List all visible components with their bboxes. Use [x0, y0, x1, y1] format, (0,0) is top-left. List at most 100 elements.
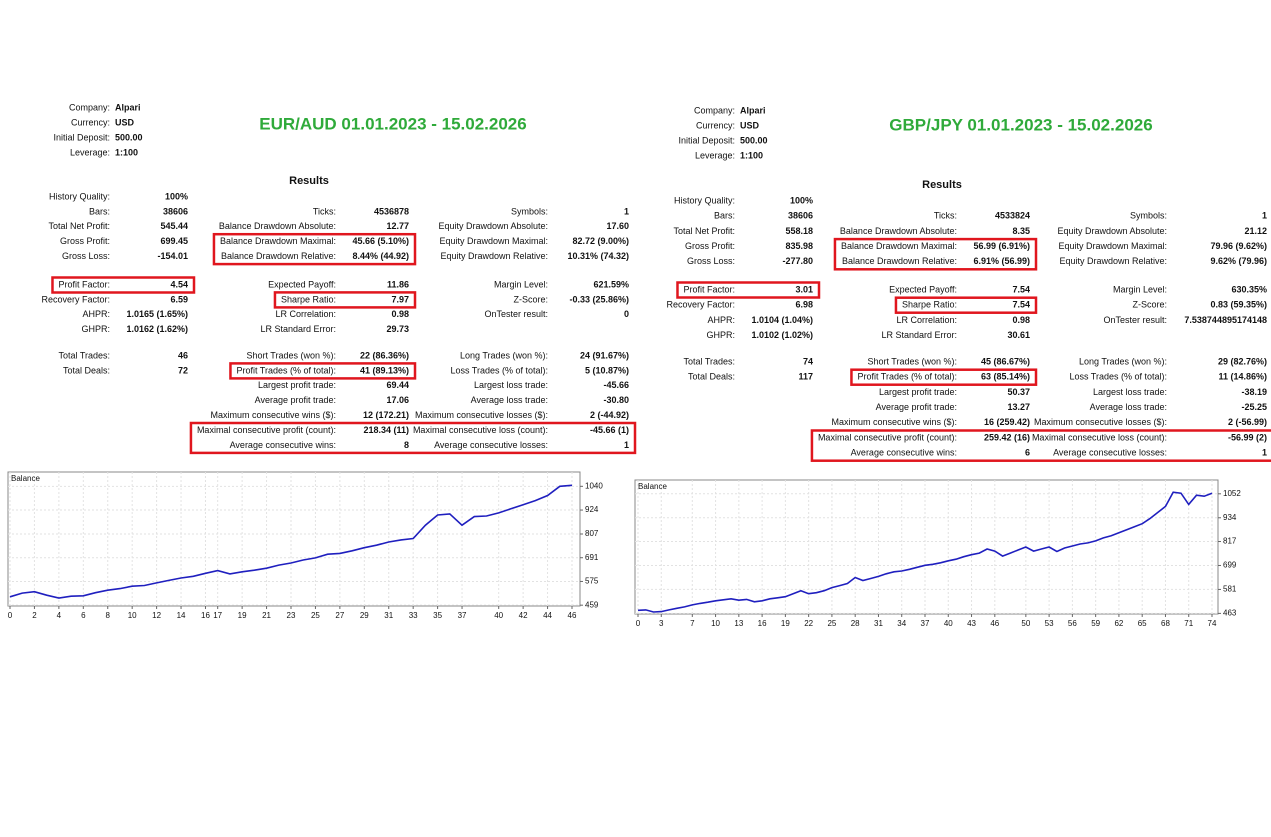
stat-value: 621.59% [593, 279, 629, 289]
stat-value: 2 (-56.99) [1228, 417, 1267, 427]
x-tick-label: 65 [1138, 619, 1147, 628]
x-tick-label: 31 [874, 619, 883, 628]
stat-value: 545.44 [160, 221, 188, 231]
stat-label: Maximum consecutive losses ($): [415, 410, 548, 420]
stat-value: 45.66 (5.10%) [352, 236, 409, 246]
stat-label: Total Deals: [63, 365, 110, 375]
stat-label: LR Correlation: [275, 309, 336, 319]
x-tick-label: 0 [636, 619, 641, 628]
stat-value: 13.27 [1007, 402, 1030, 412]
x-tick-label: 46 [990, 619, 999, 628]
stat-label: Average profit trade: [876, 402, 957, 412]
x-tick-label: 23 [287, 611, 296, 620]
stat-label: Average consecutive wins: [230, 440, 336, 450]
x-tick-label: 37 [458, 611, 467, 620]
x-tick-label: 21 [262, 611, 271, 620]
stat-value: 1 [624, 206, 629, 216]
x-tick-label: 40 [494, 611, 503, 620]
stat-label: Balance Drawdown Absolute: [219, 221, 336, 231]
x-tick-label: 74 [1208, 619, 1217, 628]
highlight-box [833, 237, 1038, 271]
balance-line [9, 484, 573, 599]
stat-value: 17.06 [386, 395, 409, 405]
y-tick-label: 575 [585, 577, 599, 586]
stat-value: 7.54 [1012, 300, 1030, 310]
stat-value: 1 [624, 440, 629, 450]
report-title: EUR/AUD 01.01.2023 - 15.02.2026 [259, 114, 526, 133]
stat-label: Equity Drawdown Absolute: [438, 221, 548, 231]
y-tick-label: 581 [1223, 585, 1237, 594]
stat-value: 38606 [163, 206, 188, 216]
stat-label: Profit Trades (% of total): [236, 365, 336, 375]
info-label: Currency: [696, 120, 735, 130]
y-tick-label: 459 [585, 600, 599, 609]
stat-label: Ticks: [313, 206, 336, 216]
stat-value: -154.01 [157, 251, 188, 261]
stat-label: Equity Drawdown Absolute: [1057, 226, 1167, 236]
info-value: Alpari [115, 102, 141, 112]
stat-label: Gross Profit: [685, 241, 735, 251]
x-tick-label: 10 [128, 611, 137, 620]
x-tick-label: 43 [967, 619, 976, 628]
stat-value: -30.80 [603, 395, 629, 405]
info-label: Leverage: [70, 147, 110, 157]
stat-value: -0.33 (25.86%) [569, 294, 629, 304]
results-heading: Results [289, 175, 329, 187]
stat-label: Profit Factor: [683, 284, 735, 294]
info-value: USD [740, 120, 760, 130]
x-tick-label: 25 [311, 611, 320, 620]
stat-value: 8 [404, 440, 409, 450]
stat-value: 558.18 [785, 226, 813, 236]
stat-label: Balance Drawdown Relative: [842, 256, 957, 266]
stat-value: 50.37 [1007, 387, 1030, 397]
stat-value: 17.60 [606, 221, 629, 231]
x-tick-label: 19 [781, 619, 790, 628]
stat-value: 835.98 [785, 241, 813, 251]
stat-value: 1.0162 (1.62%) [126, 324, 188, 334]
stat-value: 11.86 [387, 279, 409, 289]
stat-label: GHPR: [81, 324, 110, 334]
stat-value: 7.54 [1012, 284, 1030, 294]
stat-label: Maximum consecutive wins ($): [210, 410, 336, 420]
stat-label: Total Trades: [683, 356, 735, 366]
stat-value: 29.73 [386, 324, 409, 334]
stat-value: -45.66 [603, 380, 629, 390]
x-tick-label: 22 [804, 619, 813, 628]
info-label: Currency: [71, 117, 110, 127]
stat-label: Z-Score: [1132, 300, 1167, 310]
highlight-box [894, 296, 1038, 314]
report: EUR/AUD 01.01.2023 - 15.02.2026 Company: A… [41, 102, 637, 455]
stat-value: 69.44 [386, 380, 409, 390]
stat-value: 6.91% (56.99) [973, 256, 1030, 266]
highlight-box [51, 276, 196, 294]
x-tick-label: 8 [106, 611, 111, 620]
stat-label: Average consecutive wins: [851, 448, 957, 458]
highlight-box [810, 429, 1271, 462]
stat-label: Short Trades (won %): [867, 356, 957, 366]
x-tick-label: 25 [827, 619, 836, 628]
stat-value: 7.97 [391, 294, 409, 304]
x-tick-label: 4 [57, 611, 62, 620]
info-label: Initial Deposit: [53, 132, 110, 142]
stat-value: 16 (259.42) [984, 417, 1030, 427]
x-tick-label: 3 [659, 619, 664, 628]
info-label: Initial Deposit: [678, 135, 735, 145]
stat-label: History Quality: [49, 191, 110, 201]
stat-label: Maximum consecutive losses ($): [1034, 417, 1167, 427]
stat-value: 74 [803, 356, 813, 366]
stat-value: 0 [624, 309, 629, 319]
stat-value: 12.77 [386, 221, 409, 231]
stat-label: History Quality: [674, 195, 735, 205]
x-tick-label: 68 [1161, 619, 1170, 628]
stat-label: GHPR: [706, 330, 735, 340]
stat-label: Expected Payoff: [889, 284, 957, 294]
stat-value: 79.96 (9.62%) [1210, 241, 1267, 251]
stat-label: Maximal consecutive profit (count): [197, 425, 336, 435]
stat-label: Profit Trades (% of total): [857, 372, 957, 382]
stat-label: Largest loss trade: [1093, 387, 1167, 397]
x-tick-label: 7 [690, 619, 695, 628]
stat-label: Equity Drawdown Relative: [1059, 256, 1167, 266]
x-tick-label: 31 [384, 611, 393, 620]
